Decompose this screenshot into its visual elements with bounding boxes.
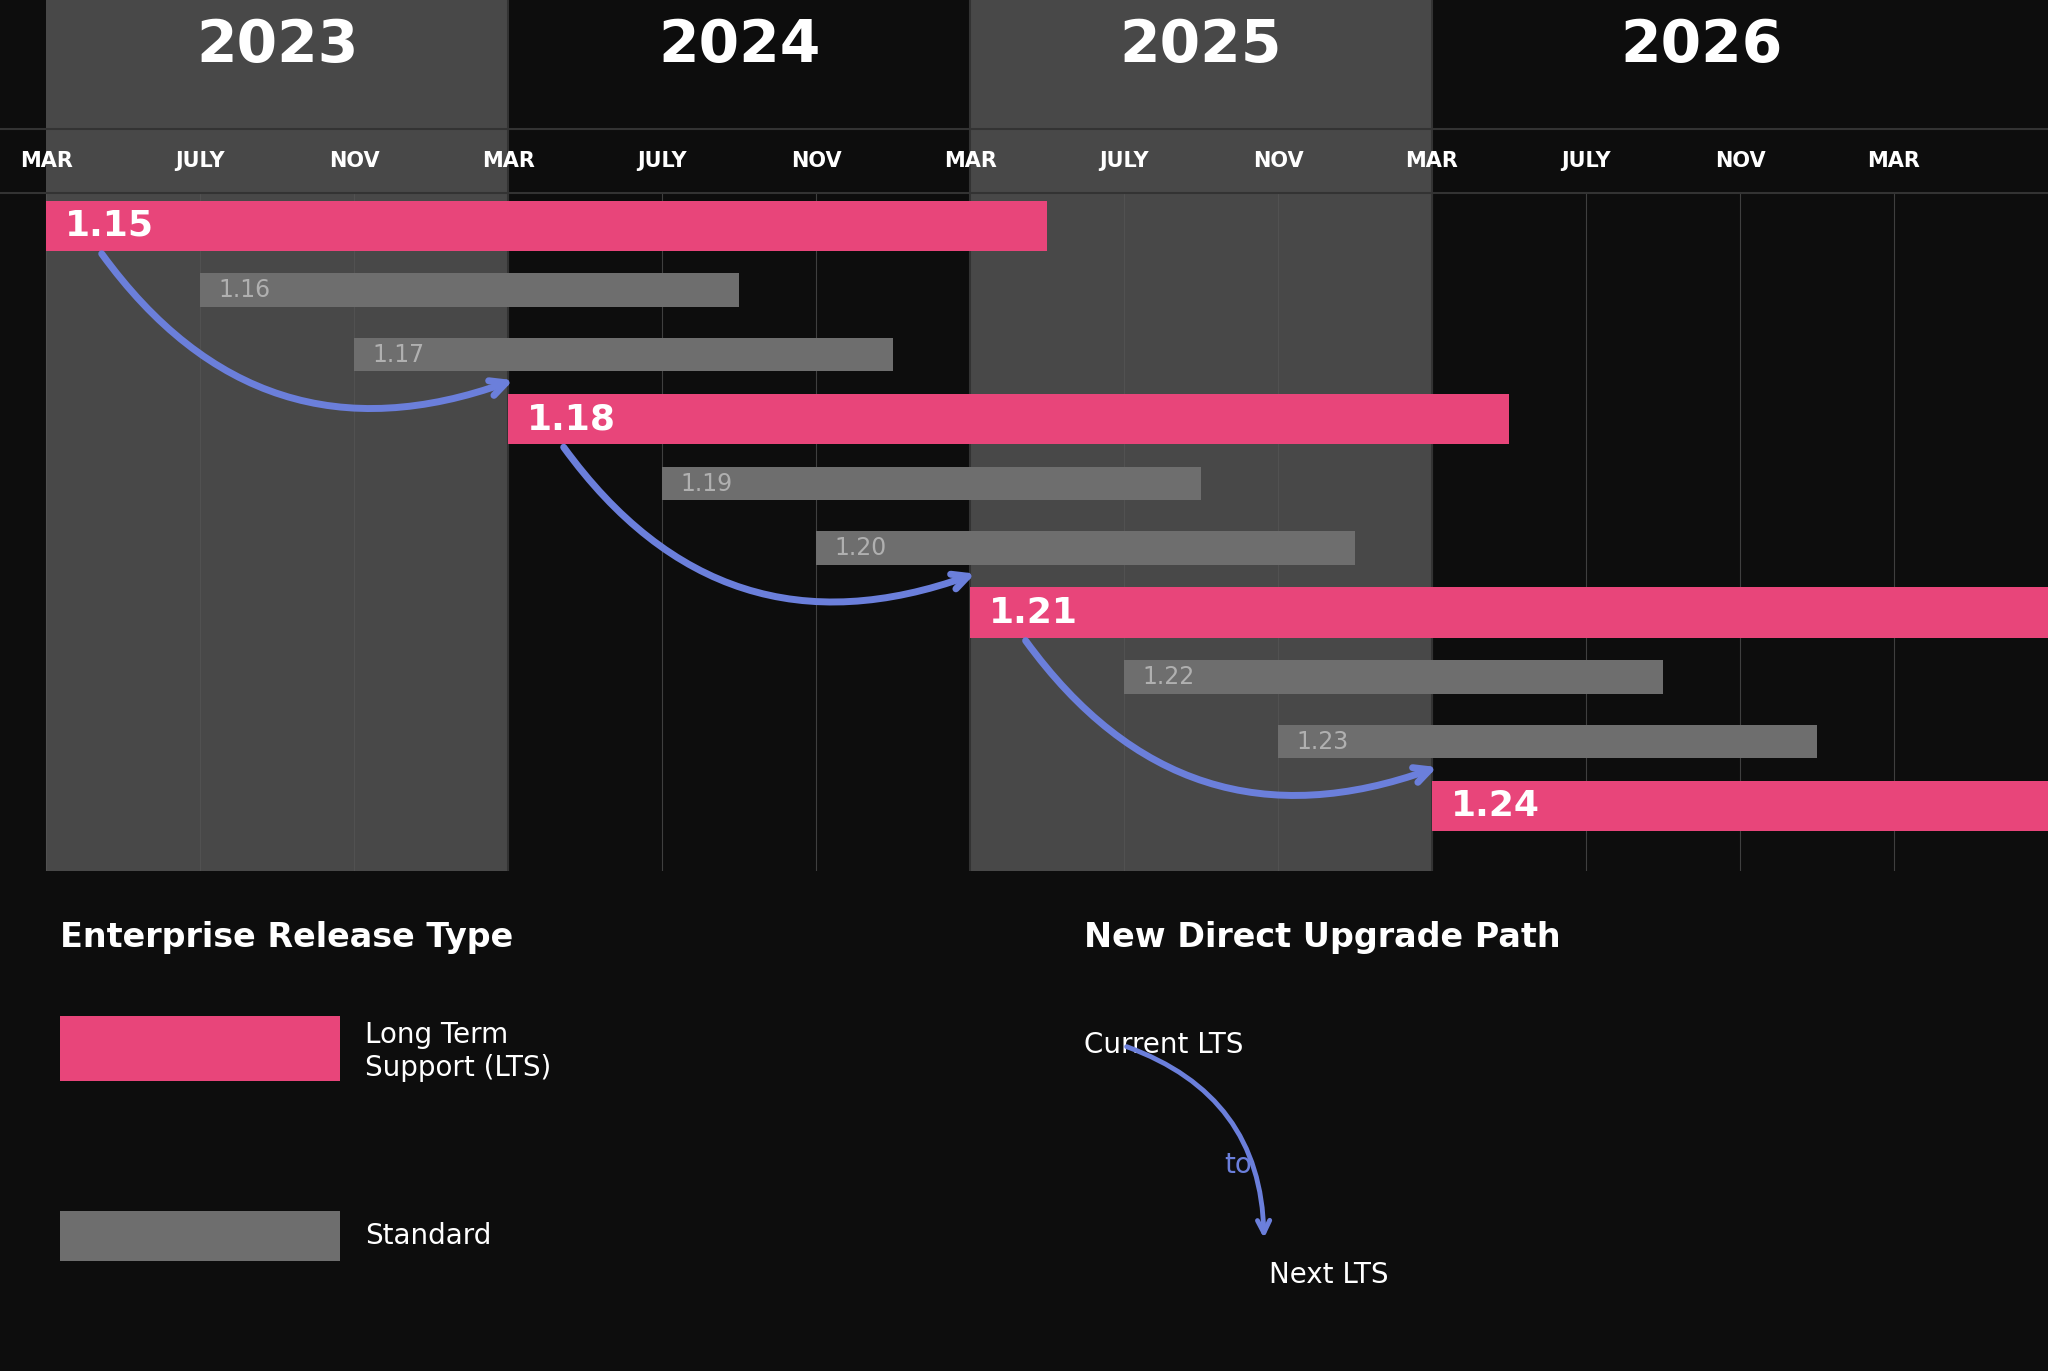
Text: Enterprise Release Type: Enterprise Release Type — [59, 921, 514, 954]
Text: 1.18: 1.18 — [526, 402, 616, 436]
Bar — [47, 0, 508, 871]
Text: NOV: NOV — [1714, 151, 1765, 171]
Text: 2025: 2025 — [1120, 16, 1282, 74]
Text: 1.23: 1.23 — [1296, 729, 1350, 754]
Bar — [201, 273, 739, 307]
Bar — [1432, 0, 2048, 871]
Text: MAR: MAR — [1405, 151, 1458, 171]
Bar — [815, 532, 1356, 565]
Text: MAR: MAR — [481, 151, 535, 171]
Bar — [971, 588, 2048, 638]
Bar — [354, 337, 893, 372]
Text: New Direct Upgrade Path: New Direct Upgrade Path — [1083, 921, 1561, 954]
Text: 1.21: 1.21 — [989, 595, 1077, 629]
Bar — [47, 200, 1047, 251]
Text: NOV: NOV — [791, 151, 842, 171]
Text: 2023: 2023 — [197, 16, 358, 74]
Text: to: to — [1225, 1150, 1251, 1179]
Text: 1.15: 1.15 — [66, 208, 154, 243]
Text: Long Term: Long Term — [365, 1021, 508, 1049]
Bar — [59, 1016, 340, 1080]
Text: 1.19: 1.19 — [680, 472, 733, 496]
Text: 2026: 2026 — [1620, 16, 1782, 74]
Text: 2024: 2024 — [657, 16, 821, 74]
Bar — [508, 0, 971, 871]
Text: MAR: MAR — [20, 151, 72, 171]
Text: 1.20: 1.20 — [836, 536, 887, 561]
Bar — [1432, 781, 2048, 831]
Text: Support (LTS): Support (LTS) — [365, 1054, 551, 1082]
Text: JULY: JULY — [1561, 151, 1612, 171]
Bar — [1278, 725, 1817, 758]
Bar — [59, 1211, 340, 1261]
Text: Standard: Standard — [365, 1222, 492, 1250]
Text: JULY: JULY — [1100, 151, 1149, 171]
Text: 1.17: 1.17 — [373, 343, 424, 366]
Bar — [971, 0, 1432, 871]
Text: JULY: JULY — [176, 151, 225, 171]
Text: JULY: JULY — [637, 151, 686, 171]
Bar — [1124, 661, 1663, 694]
Bar — [508, 393, 1509, 444]
Text: Current LTS: Current LTS — [1083, 1031, 1243, 1058]
Text: NOV: NOV — [330, 151, 379, 171]
Text: 1.16: 1.16 — [219, 278, 270, 302]
Text: Next LTS: Next LTS — [1270, 1261, 1389, 1289]
Text: MAR: MAR — [944, 151, 997, 171]
Text: 1.22: 1.22 — [1143, 665, 1194, 690]
Text: NOV: NOV — [1253, 151, 1303, 171]
Bar — [662, 468, 1200, 500]
Text: MAR: MAR — [1868, 151, 1921, 171]
Text: 1.24: 1.24 — [1450, 790, 1540, 823]
